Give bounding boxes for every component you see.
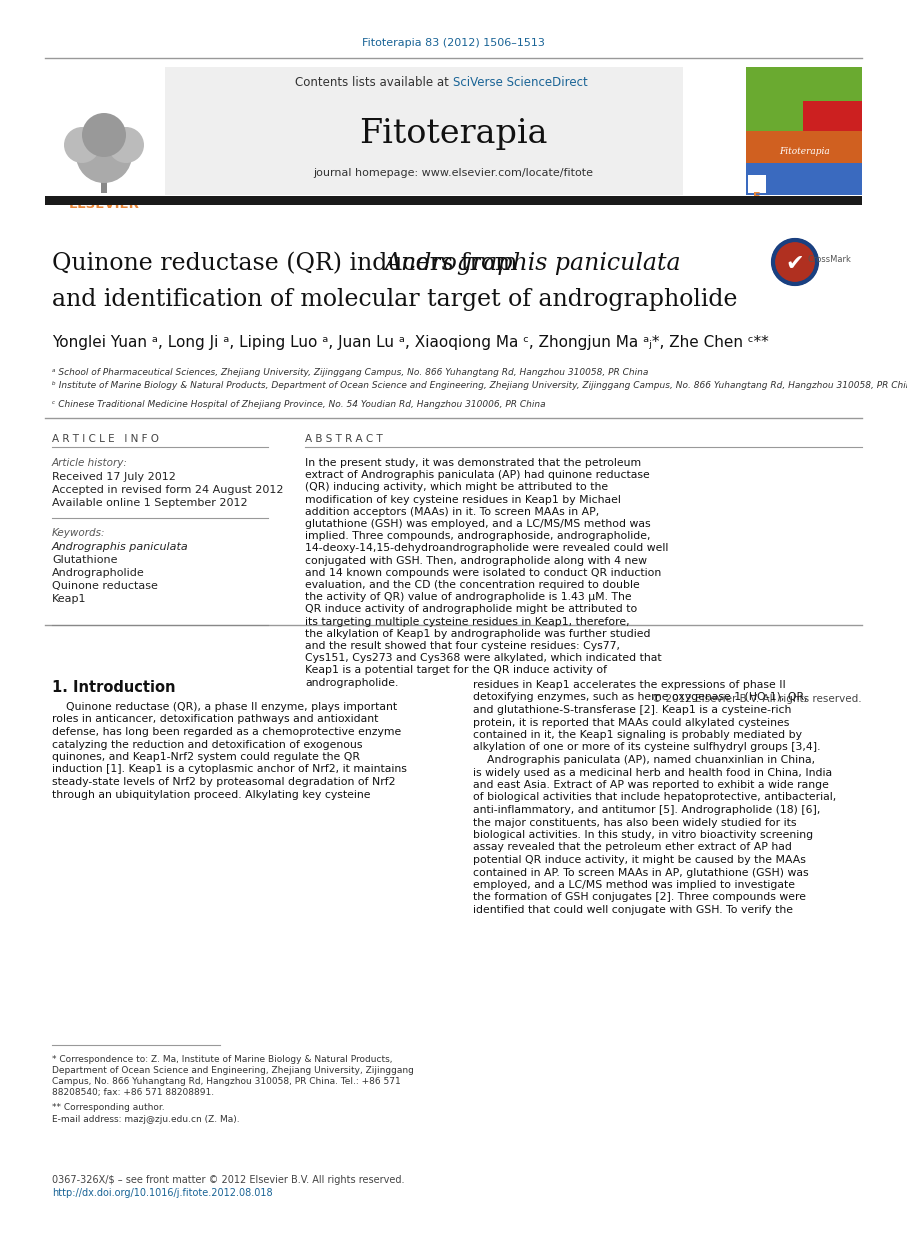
Text: 0367-326X/$ – see front matter © 2012 Elsevier B.V. All rights reserved.: 0367-326X/$ – see front matter © 2012 El… — [52, 1175, 405, 1185]
Text: contained in it, the Keap1 signaling is probably mediated by: contained in it, the Keap1 signaling is … — [473, 730, 802, 740]
Text: Article history:: Article history: — [52, 458, 128, 468]
Bar — [803, 101, 862, 131]
Text: Keap1: Keap1 — [52, 594, 86, 604]
Text: 14-deoxy-14,15-dehydroandrographolide were revealed could well: 14-deoxy-14,15-dehydroandrographolide we… — [305, 543, 668, 553]
Text: steady-state levels of Nrf2 by proteasomal degradation of Nrf2: steady-state levels of Nrf2 by proteasom… — [52, 777, 395, 787]
Text: http://dx.doi.org/10.1016/j.fitote.2012.08.018: http://dx.doi.org/10.1016/j.fitote.2012.… — [52, 1188, 273, 1197]
Text: E: E — [753, 192, 761, 202]
Text: extract of Andrographis paniculata (AP) had quinone reductase: extract of Andrographis paniculata (AP) … — [305, 470, 649, 480]
Text: quinones, and Keap1-Nrf2 system could regulate the QR: quinones, and Keap1-Nrf2 system could re… — [52, 752, 360, 762]
Text: andrographolide.: andrographolide. — [305, 678, 398, 688]
Text: Accepted in revised form 24 August 2012: Accepted in revised form 24 August 2012 — [52, 485, 284, 495]
Bar — [746, 67, 862, 195]
Text: A R T I C L E   I N F O: A R T I C L E I N F O — [52, 434, 159, 444]
Text: Department of Ocean Science and Engineering, Zhejiang University, Zijinggang: Department of Ocean Science and Engineer… — [52, 1066, 414, 1075]
Text: implied. Three compounds, andrographoside, andrographolide,: implied. Three compounds, andrographosid… — [305, 531, 650, 542]
Text: Available online 1 September 2012: Available online 1 September 2012 — [52, 499, 248, 508]
Text: Keap1 is a potential target for the QR induce activity of: Keap1 is a potential target for the QR i… — [305, 666, 607, 675]
Text: ✔: ✔ — [785, 254, 805, 275]
Text: the major constituents, has also been widely studied for its: the major constituents, has also been wi… — [473, 818, 796, 828]
Text: Andrographis paniculata: Andrographis paniculata — [52, 542, 189, 552]
Text: In the present study, it was demonstrated that the petroleum: In the present study, it was demonstrate… — [305, 458, 641, 468]
Text: the alkylation of Keap1 by andrographolide was further studied: the alkylation of Keap1 by andrographoli… — [305, 628, 650, 638]
Circle shape — [773, 240, 817, 285]
Text: (QR) inducing activity, which might be attributed to the: (QR) inducing activity, which might be a… — [305, 482, 608, 492]
Text: Quinone reductase (QR) inducers from: Quinone reductase (QR) inducers from — [52, 252, 525, 275]
Text: ** Corresponding author.: ** Corresponding author. — [52, 1103, 165, 1112]
Text: defense, has long been regarded as a chemoprotective enzyme: defense, has long been regarded as a che… — [52, 727, 401, 737]
Text: employed, and a LC/MS method was implied to investigate: employed, and a LC/MS method was implied… — [473, 880, 795, 889]
Text: through an ubiquitylation proceed. Alkylating key cysteine: through an ubiquitylation proceed. Alkyl… — [52, 789, 370, 799]
Text: Received 17 July 2012: Received 17 July 2012 — [52, 473, 176, 482]
Text: assay revealed that the petroleum ether extract of AP had: assay revealed that the petroleum ether … — [473, 842, 792, 852]
Text: roles in anticancer, detoxification pathways and antioxidant: roles in anticancer, detoxification path… — [52, 715, 378, 725]
Text: and the result showed that four cysteine residues: Cys77,: and the result showed that four cysteine… — [305, 641, 620, 651]
Circle shape — [64, 127, 100, 163]
Text: evaluation, and the CD (the concentration required to double: evaluation, and the CD (the concentratio… — [305, 580, 639, 590]
Text: contained in AP. To screen MAAs in AP, glutathione (GSH) was: contained in AP. To screen MAAs in AP, g… — [473, 867, 809, 877]
Text: modification of key cysteine residues in Keap1 by Michael: modification of key cysteine residues in… — [305, 495, 621, 505]
Text: Fitoterapia: Fitoterapia — [359, 118, 547, 150]
Text: addition acceptors (MAAs) in it. To screen MAAs in AP,: addition acceptors (MAAs) in it. To scre… — [305, 507, 600, 517]
Text: SciVerse ScienceDirect: SciVerse ScienceDirect — [453, 75, 588, 89]
Text: ELSEVIER: ELSEVIER — [69, 198, 140, 212]
Text: Contents lists available at: Contents lists available at — [296, 75, 453, 89]
Text: conjugated with GSH. Then, andrographolide along with 4 new: conjugated with GSH. Then, andrographoli… — [305, 555, 647, 565]
Text: CrossMark: CrossMark — [807, 255, 851, 263]
Text: Fitoterapia 83 (2012) 1506–1513: Fitoterapia 83 (2012) 1506–1513 — [362, 38, 544, 48]
Text: QR induce activity of andrographolide might be attributed to: QR induce activity of andrographolide mi… — [305, 605, 638, 615]
Text: and 14 known compounds were isolated to conduct QR induction: and 14 known compounds were isolated to … — [305, 568, 661, 578]
Text: protein, it is reported that MAAs could alkylated cysteines: protein, it is reported that MAAs could … — [473, 717, 789, 727]
Text: is widely used as a medicinal herb and health food in China, India: is widely used as a medicinal herb and h… — [473, 767, 832, 778]
Text: anti-inflammatory, and antitumor [5]. Andrographolide (18) [6],: anti-inflammatory, and antitumor [5]. An… — [473, 805, 820, 815]
Text: E-mail address: mazj@zju.edu.cn (Z. Ma).: E-mail address: mazj@zju.edu.cn (Z. Ma). — [52, 1115, 239, 1124]
Text: ᶜ Chinese Traditional Medicine Hospital of Zhejiang Province, No. 54 Youdian Rd,: ᶜ Chinese Traditional Medicine Hospital … — [52, 400, 546, 409]
Text: induction [1]. Keap1 is a cytoplasmic anchor of Nrf2, it maintains: induction [1]. Keap1 is a cytoplasmic an… — [52, 764, 407, 774]
Text: of biological activities that include hepatoprotective, antibacterial,: of biological activities that include he… — [473, 793, 836, 803]
Text: Quinone reductase (QR), a phase II enzyme, plays important: Quinone reductase (QR), a phase II enzym… — [52, 703, 397, 713]
Text: Fitoterapia: Fitoterapia — [780, 147, 831, 156]
Text: Cys151, Cys273 and Cys368 were alkylated, which indicated that: Cys151, Cys273 and Cys368 were alkylated… — [305, 653, 661, 663]
Text: A B S T R A C T: A B S T R A C T — [305, 434, 383, 444]
Text: Quinone reductase: Quinone reductase — [52, 581, 158, 591]
Text: the formation of GSH conjugates [2]. Three compounds were: the formation of GSH conjugates [2]. Thr… — [473, 893, 806, 903]
Text: Andrographis paniculata (AP), named chuanxinlian in China,: Andrographis paniculata (AP), named chua… — [473, 755, 815, 764]
Circle shape — [82, 113, 126, 157]
Text: © 2012 Elsevier B.V. All rights reserved.: © 2012 Elsevier B.V. All rights reserved… — [652, 694, 862, 704]
Text: Campus, No. 866 Yuhangtang Rd, Hangzhou 310058, PR China. Tel.: +86 571: Campus, No. 866 Yuhangtang Rd, Hangzhou … — [52, 1077, 401, 1086]
Bar — [746, 131, 862, 163]
Text: ᵇ Institute of Marine Biology & Natural Products, Department of Ocean Science an: ᵇ Institute of Marine Biology & Natural … — [52, 381, 907, 390]
Bar — [748, 174, 766, 193]
Text: biological activities. In this study, in vitro bioactivity screening: biological activities. In this study, in… — [473, 830, 813, 840]
Text: Yonglei Yuan ᵃ, Long Ji ᵃ, Liping Luo ᵃ, Juan Lu ᵃ, Xiaoqiong Ma ᶜ, Zhongjun Ma : Yonglei Yuan ᵃ, Long Ji ᵃ, Liping Luo ᵃ,… — [52, 335, 769, 350]
Bar — [165, 67, 683, 195]
Text: Andrographis paniculata: Andrographis paniculata — [385, 252, 682, 275]
Bar — [48, 66, 160, 195]
Text: Andrographolide: Andrographolide — [52, 568, 145, 578]
Text: identified that could well conjugate with GSH. To verify the: identified that could well conjugate wit… — [473, 905, 793, 915]
Text: journal homepage: www.elsevier.com/locate/fitote: journal homepage: www.elsevier.com/locat… — [313, 168, 593, 178]
Text: detoxifying enzymes, such as heme oxygenase 1 (HO-1), QR,: detoxifying enzymes, such as heme oxygen… — [473, 693, 807, 703]
Text: Keywords:: Keywords: — [52, 528, 105, 538]
Text: potential QR induce activity, it might be caused by the MAAs: potential QR induce activity, it might b… — [473, 855, 806, 865]
Text: and east Asia. Extract of AP was reported to exhibit a wide range: and east Asia. Extract of AP was reporte… — [473, 781, 829, 790]
Text: ᵃ School of Pharmaceutical Sciences, Zhejiang University, Zijinggang Campus, No.: ᵃ School of Pharmaceutical Sciences, Zhe… — [52, 367, 649, 377]
Text: residues in Keap1 accelerates the expressions of phase II: residues in Keap1 accelerates the expres… — [473, 680, 785, 690]
Circle shape — [76, 127, 132, 183]
Text: 88208540; fax: +86 571 88208891.: 88208540; fax: +86 571 88208891. — [52, 1089, 214, 1097]
Bar — [101, 168, 107, 193]
Text: the activity of QR) value of andrographolide is 1.43 μM. The: the activity of QR) value of andrographo… — [305, 593, 631, 602]
Text: and glutathione-S-transferase [2]. Keap1 is a cysteine-rich: and glutathione-S-transferase [2]. Keap1… — [473, 705, 792, 715]
Text: 1. Introduction: 1. Introduction — [52, 680, 175, 695]
Bar — [746, 163, 862, 195]
Text: glutathione (GSH) was employed, and a LC/MS/MS method was: glutathione (GSH) was employed, and a LC… — [305, 520, 650, 529]
Bar — [45, 195, 862, 205]
Circle shape — [108, 127, 144, 163]
Text: its targeting multiple cysteine residues in Keap1, therefore,: its targeting multiple cysteine residues… — [305, 616, 629, 627]
Text: * Correspondence to: Z. Ma, Institute of Marine Biology & Natural Products,: * Correspondence to: Z. Ma, Institute of… — [52, 1055, 393, 1064]
Text: catalyzing the reduction and detoxification of exogenous: catalyzing the reduction and detoxificat… — [52, 740, 363, 750]
Text: alkylation of one or more of its cysteine sulfhydryl groups [3,4].: alkylation of one or more of its cystein… — [473, 742, 821, 752]
Text: Glutathione: Glutathione — [52, 555, 118, 565]
Text: and identification of molecular target of andrographolide: and identification of molecular target o… — [52, 288, 737, 310]
